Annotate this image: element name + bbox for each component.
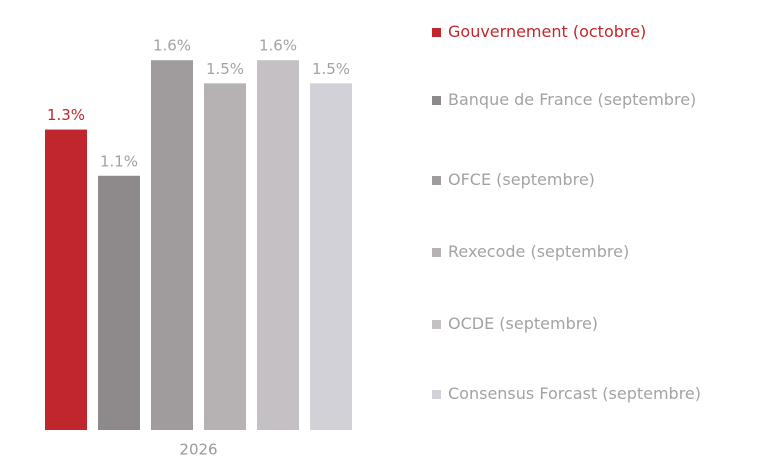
value-label: 1.5% [312, 60, 350, 78]
bar [45, 129, 87, 431]
legend-entry: Rexecode (septembre) [430, 242, 703, 262]
value-label: 1.5% [206, 60, 244, 78]
legend-swatch [432, 248, 441, 257]
legend-entry: Banque de France (septembre) [430, 90, 703, 110]
bar [98, 175, 140, 430]
legend-swatch [432, 390, 441, 399]
legend-label: OCDE (septembre) [448, 314, 599, 333]
bar [204, 83, 246, 430]
legend-entry: Gouvernement (octobre) [430, 22, 703, 42]
value-label: 1.3% [47, 106, 85, 124]
x-tick-label: 2026 [179, 441, 217, 459]
legend-entry: OCDE (septembre) [430, 314, 703, 334]
value-label: 1.1% [100, 152, 138, 170]
legend-swatch [432, 176, 441, 185]
legend-swatch [432, 96, 441, 105]
legend-label: OFCE (septembre) [448, 170, 595, 189]
chart: 1.3% 1.1% 1.6% 1.5% 1.6% 1.5% 2026 [45, 37, 352, 459]
legend-label: Gouvernement (octobre) [448, 22, 647, 41]
bar [310, 83, 352, 430]
legend-entry: Consensus Forcast (septembre) [430, 384, 703, 404]
bar [257, 60, 299, 430]
legend-swatch [432, 320, 441, 329]
value-label: 1.6% [153, 37, 191, 55]
legend-label: Banque de France (septembre) [448, 90, 697, 109]
legend-entry: OFCE (septembre) [430, 170, 703, 190]
legend-swatch [432, 28, 441, 37]
bar [151, 60, 193, 430]
value-label: 1.6% [259, 37, 297, 55]
legend-label: Consensus Forcast (septembre) [448, 384, 702, 403]
legend-label: Rexecode (septembre) [448, 242, 630, 261]
